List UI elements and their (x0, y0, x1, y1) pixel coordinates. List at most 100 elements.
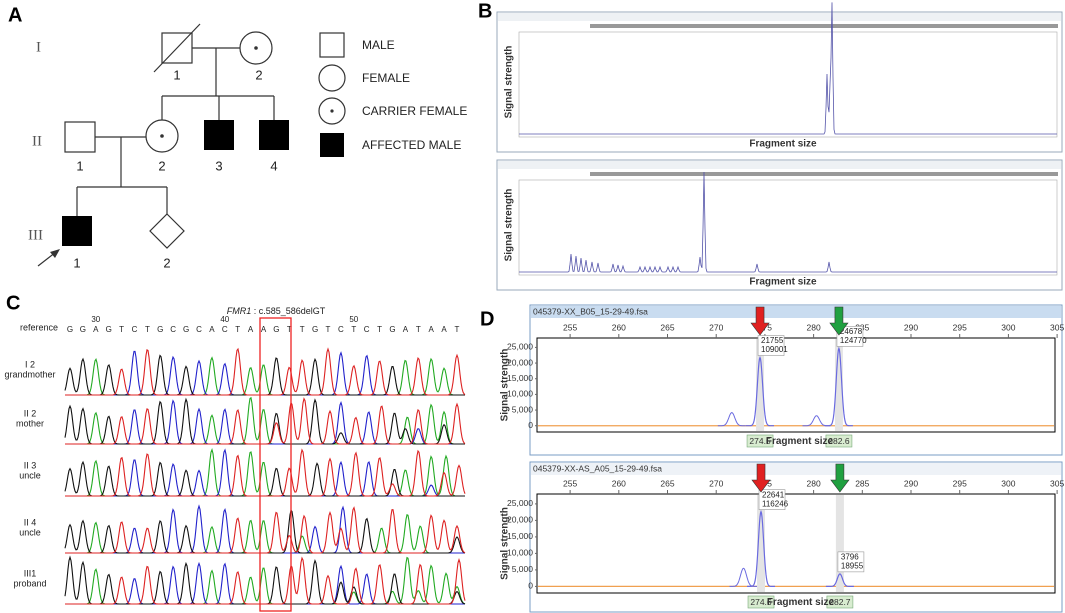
plot-area (536, 493, 1056, 594)
peak-highlight (756, 339, 765, 431)
peak-height-label: 3796 (841, 552, 859, 561)
y-tick-label: 0 (528, 420, 533, 430)
individual-label: 1 (173, 67, 180, 82)
legend-label: CARRIER FEMALE (362, 104, 467, 118)
panel-c: C FMR1 : c.585_586delGT reference G G A G T C T… (4, 292, 466, 612)
peak (747, 509, 775, 587)
x-tick-label: 270 (709, 322, 723, 332)
panel-d: D 045379-XX_B05_15-29-49.fsa 255 260 265 270… (480, 304, 1064, 613)
base-letter: G (183, 325, 189, 334)
minor-peak (717, 412, 746, 427)
base-letter: C (338, 325, 344, 334)
generation-label: III (28, 227, 43, 243)
base-letter: G (389, 325, 395, 334)
row-relation: mother (16, 418, 44, 428)
peak-arrow (830, 463, 850, 493)
peak-height-label: 24678 (840, 327, 863, 336)
x-tick-label: 295 (953, 478, 967, 488)
chromatogram-trace (65, 396, 465, 445)
panel-a: A I II III 1 2 (8, 4, 467, 270)
x-tick-label: 305 (1050, 322, 1064, 332)
x-tick-label: 300 (1001, 322, 1015, 332)
individual-label: 4 (270, 158, 277, 173)
row-id: I 2 (25, 359, 35, 369)
row-relation: uncle (19, 527, 41, 537)
peak-highlight (834, 339, 843, 431)
affected-male-symbol (259, 120, 289, 150)
base-letter: T (300, 325, 305, 334)
x-tick-label: 300 (1001, 478, 1015, 488)
peak-area-label: 109001 (761, 345, 788, 354)
peak-label-box (837, 551, 865, 573)
chromatogram-trace (65, 448, 466, 497)
row-relation: uncle (19, 470, 41, 480)
x-tick-label: 260 (612, 478, 626, 488)
peak-label-box (757, 335, 785, 356)
x-tick-label: 260 (612, 322, 626, 332)
x-tick-label: 270 (709, 478, 723, 488)
pedigree-lines (76, 47, 275, 216)
size-label: 274.5 (749, 436, 771, 446)
base-letter: C (364, 325, 370, 334)
chromatogram-trace (65, 397, 466, 445)
plot-area (518, 31, 1058, 138)
x-tick-label: 290 (904, 322, 918, 332)
y-axis-label: Signal strength (504, 189, 515, 262)
size-label-box (747, 595, 775, 609)
base-letter: G (312, 325, 318, 334)
peak-height-label: 22641 (762, 490, 785, 499)
generation-label: II (32, 133, 42, 149)
carrier-dot (160, 134, 164, 138)
chromatogram-trace (65, 448, 465, 497)
row-id: III1 (24, 568, 37, 578)
legend-female (318, 64, 346, 92)
y-axis-label: Signal strength (504, 46, 515, 119)
carrier-dot (330, 109, 334, 113)
peak-label-box (758, 489, 786, 510)
base-letter: A (261, 325, 267, 334)
base-letter: T (326, 325, 331, 334)
y-tick-label: 15,000 (507, 373, 533, 383)
base-letter: C (196, 325, 202, 334)
base-letter: G (157, 325, 163, 334)
y-tick-label: 20,000 (507, 515, 533, 525)
window-toolbar (498, 161, 1061, 169)
x-tick-label: 255 (563, 322, 577, 332)
plot-area (536, 337, 1056, 433)
individual-label: 2 (158, 158, 165, 173)
position-label: 50 (349, 315, 358, 324)
x-tick-label: 255 (563, 478, 577, 488)
affected-male-symbol (62, 216, 92, 246)
peak-area-label: 18955 (841, 561, 864, 570)
size-label: 282.6 (828, 436, 850, 446)
individual-label: 3 (215, 158, 222, 173)
y-axis-label: Signal strength (500, 349, 511, 422)
base-letter: T (377, 325, 382, 334)
base-letter: T (287, 325, 292, 334)
base-letter: T (416, 325, 421, 334)
y-tick-label: 10,000 (507, 389, 533, 399)
panel-label: A (8, 4, 22, 26)
x-tick-label: 280 (807, 322, 821, 332)
peak-area-label: 116246 (762, 499, 789, 508)
deceased-slash (153, 23, 201, 73)
peak (746, 356, 774, 427)
gene-name: FMR1 (227, 306, 252, 316)
carrier-dot (254, 46, 258, 50)
base-letter: G (106, 325, 112, 334)
base-letter: G (67, 325, 73, 334)
base-letter: T (351, 325, 356, 334)
base-letter: A (209, 325, 215, 334)
legend-label: AFFECTED MALE (362, 138, 461, 152)
peak-arrow (829, 306, 849, 336)
legend-label: FEMALE (362, 71, 410, 85)
base-letter: C (170, 325, 176, 334)
panel-label: D (480, 308, 494, 330)
window-toolbar (498, 13, 1061, 21)
x-tick-label: 305 (1050, 478, 1064, 488)
deletion-box (259, 317, 292, 612)
y-tick-label: 5,000 (512, 404, 534, 414)
x-axis-label: Fragment size (749, 139, 817, 150)
y-axis-label: Signal strength (500, 507, 511, 580)
